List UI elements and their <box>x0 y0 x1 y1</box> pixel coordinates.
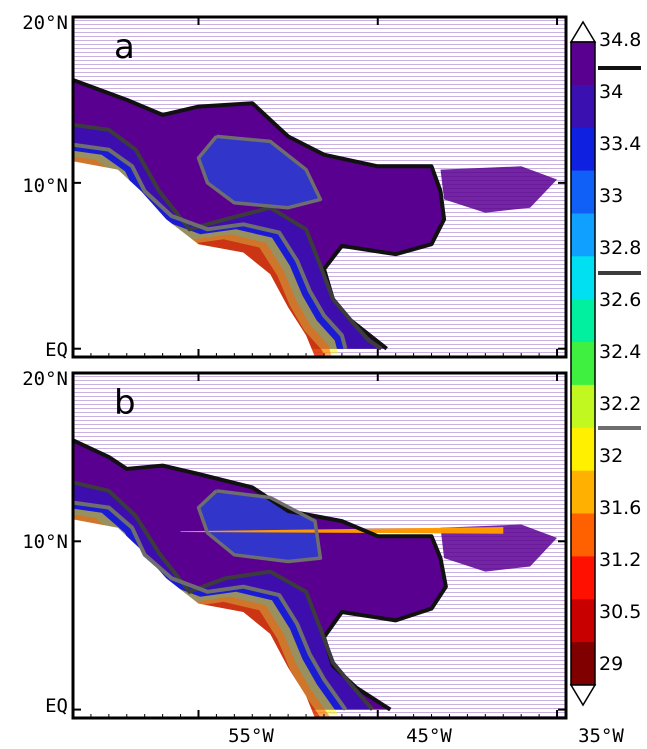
colorbar-segment <box>571 599 595 643</box>
panel-b-contour-dark-gray <box>73 480 374 711</box>
colorbar-segment <box>571 556 595 600</box>
colorbar-level-label: 32.2 <box>599 393 641 415</box>
panel-b-lat-10n: 10°N <box>22 531 68 553</box>
panel-b-artifact-streak <box>180 527 504 534</box>
colorbar-segment <box>571 84 595 129</box>
panel-a-label: a <box>114 27 135 67</box>
colorbar-segment <box>571 470 595 515</box>
panel-b-land-mask <box>73 519 315 718</box>
colorbar-segment <box>571 42 595 86</box>
panel-a-land-mask <box>73 161 315 357</box>
panel-b-contour-gray <box>73 500 348 711</box>
colorbar-bottom-arrow <box>569 684 597 707</box>
panel-a-eastern-patch <box>440 166 557 213</box>
x-tick-label-55w: 55°W <box>228 725 274 747</box>
panel-a: a 20°N 10°N EQ <box>22 12 568 361</box>
colorbar-segment <box>571 127 595 172</box>
panel-b-eastern-patch <box>440 524 557 572</box>
colorbar-segment <box>571 642 595 686</box>
colorbar-level-label: 33.4 <box>599 133 641 155</box>
panel-b-frame <box>71 371 568 720</box>
colorbar-level-label: 29 <box>599 653 623 675</box>
colorbar-top-arrow <box>569 20 597 43</box>
panel-b-lat-eq: EQ <box>45 695 68 717</box>
x-tick-label-35w: 35°W <box>578 725 624 747</box>
colorbar-level-label: 31.2 <box>599 549 641 571</box>
colorbar-level-label: 30.5 <box>599 601 641 623</box>
panel-b: b 20°N 10°N EQ 55°W 45°W 35°W <box>22 368 624 747</box>
colorbar-segment <box>571 213 595 257</box>
panel-a-lat-20n: 20°N <box>22 12 68 34</box>
colorbar-segment <box>571 299 595 343</box>
panel-a-zone-inner-fresh <box>198 136 321 208</box>
panel-a-salinity-field <box>73 80 557 357</box>
colorbar-segment <box>571 170 595 214</box>
colorbar-level-label: 32.8 <box>599 237 641 259</box>
colorbar-segment <box>571 384 595 429</box>
panel-a-contours <box>73 78 447 351</box>
panel-b-lat-20n: 20°N <box>22 368 68 390</box>
panel-b-salinity-field <box>73 440 557 718</box>
panel-a-contour-inner-gray <box>196 134 323 210</box>
x-tick-label-45w: 45°W <box>406 725 452 747</box>
panel-b-contours <box>73 438 448 712</box>
colorbar-level-label: 34.8 <box>599 29 641 51</box>
panel-b-label: b <box>114 383 136 423</box>
colorbar-level-label: 32.6 <box>599 289 641 311</box>
colorbar-segment <box>571 256 595 300</box>
colorbar-segment <box>571 427 595 472</box>
colorbar-segment <box>571 513 595 557</box>
colorbar-level-label: 32.4 <box>599 341 641 363</box>
panel-b-contour-inner-gray <box>196 489 323 564</box>
panel-a-frame <box>71 15 568 359</box>
colorbar: 34.8 34 33.4 33 32.8 32.6 32.4 32.2 32 31.6 31.2 30… <box>569 20 641 707</box>
colorbar-level-label: 31.6 <box>599 497 641 519</box>
panel-b-ticks <box>73 372 566 718</box>
colorbar-level-label: 32 <box>599 445 623 467</box>
panel-a-ticks <box>73 16 566 357</box>
colorbar-segment <box>571 342 595 386</box>
colorbar-level-label: 33 <box>599 185 623 207</box>
panel-a-lat-eq: EQ <box>45 339 68 361</box>
panel-a-contour-gray <box>73 142 348 350</box>
panel-a-lat-10n: 10°N <box>22 175 68 197</box>
colorbar-level-label: 34 <box>599 81 623 103</box>
